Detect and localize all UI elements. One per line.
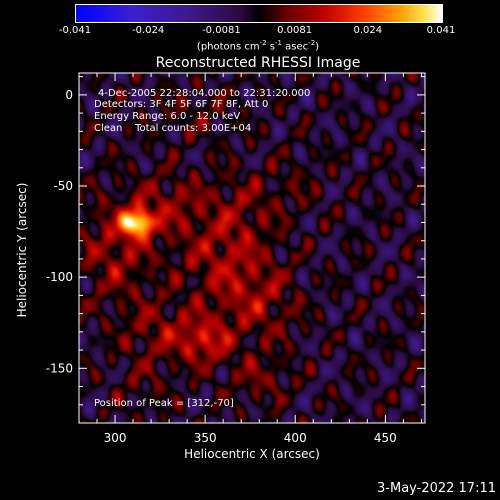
colorbar-tick-label: 0.041 xyxy=(426,25,456,36)
colorbar xyxy=(75,4,443,23)
x-axis-label: Heliocentric X (arcsec) xyxy=(184,447,320,461)
colorbar-tick-label: -0.024 xyxy=(132,25,165,36)
peak-position-text: Position of Peak = [312,-70] xyxy=(94,398,234,409)
footer-date: 3-May-2022 17:11 xyxy=(377,481,496,496)
clean-counts-text: Clean Total counts: 3.00E+04 xyxy=(94,123,252,134)
chart-title: Reconstructed RHESSI Image xyxy=(155,55,361,71)
heatmap-image xyxy=(79,73,425,423)
colorbar-tick-label: 0.024 xyxy=(353,25,383,36)
detectors-text: Detectors: 3F 4F 5F 6F 7F 8F, Att 0 xyxy=(94,99,269,110)
energy-range-text: Energy Range: 6.0 - 12.0 keV xyxy=(94,111,241,122)
colorbar-tick-label: 0.0081 xyxy=(277,25,313,36)
colorbar-tick-label: -0.0081 xyxy=(202,25,241,36)
obs-time: 4-Dec-2005 22:28:04.000 to 22:31:20.000 xyxy=(98,88,311,99)
y-axis-label: Heliocentric Y (arcsec) xyxy=(15,182,29,318)
y-tick-label: -50 xyxy=(53,179,73,193)
x-tick-label: 300 xyxy=(104,431,127,445)
plot-frame xyxy=(78,72,426,424)
y-tick-label: -100 xyxy=(46,270,73,284)
y-tick-label: -150 xyxy=(46,361,73,375)
y-tick-label: 0 xyxy=(65,88,73,102)
colorbar-unit: (photons cm-2 s-1 asec-2) xyxy=(196,39,320,53)
x-tick-label: 350 xyxy=(194,431,217,445)
colorbar-tick-label: -0.041 xyxy=(58,25,92,36)
x-tick-label: 400 xyxy=(284,431,307,445)
x-tick-label: 450 xyxy=(374,431,397,445)
